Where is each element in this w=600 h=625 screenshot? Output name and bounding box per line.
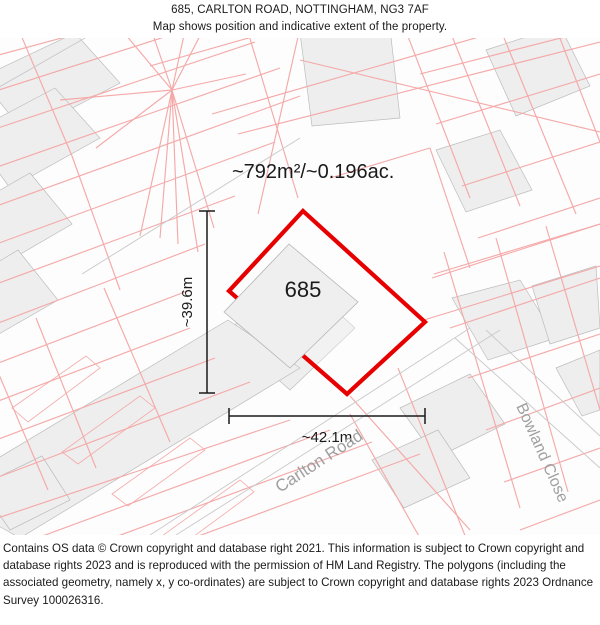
page-title: 685, CARLTON ROAD, NOTTINGHAM, NG3 7AF [171,4,429,16]
map-canvas[interactable]: ~792m²/~0.196ac. 685 ~39.6m ~42.1m Carlt… [0,38,600,535]
plot-building-footprint [223,243,359,369]
map-header: 685, CARLTON ROAD, NOTTINGHAM, NG3 7AF M… [0,0,600,38]
parcel-boundaries [0,38,600,535]
height-dimension-label: ~39.6m [179,277,196,327]
area-label: ~792m²/~0.196ac. [232,161,394,183]
map-footer: Contains OS data © Crown copyright and d… [0,537,600,625]
dimension-lines [199,210,426,424]
road-casings [0,38,600,535]
plot-number-label: 685 [285,277,322,302]
page-subtitle: Map shows position and indicative extent… [152,21,448,33]
width-dimension-label: ~42.1m [302,429,352,446]
copyright-text: Contains OS data © Crown copyright and d… [3,542,594,607]
building-footprints [0,38,600,535]
map-svg: ~792m²/~0.196ac. 685 ~39.6m ~42.1m Carlt… [0,38,600,535]
